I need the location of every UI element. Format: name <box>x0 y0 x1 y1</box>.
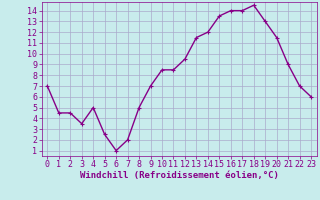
X-axis label: Windchill (Refroidissement éolien,°C): Windchill (Refroidissement éolien,°C) <box>80 171 279 180</box>
